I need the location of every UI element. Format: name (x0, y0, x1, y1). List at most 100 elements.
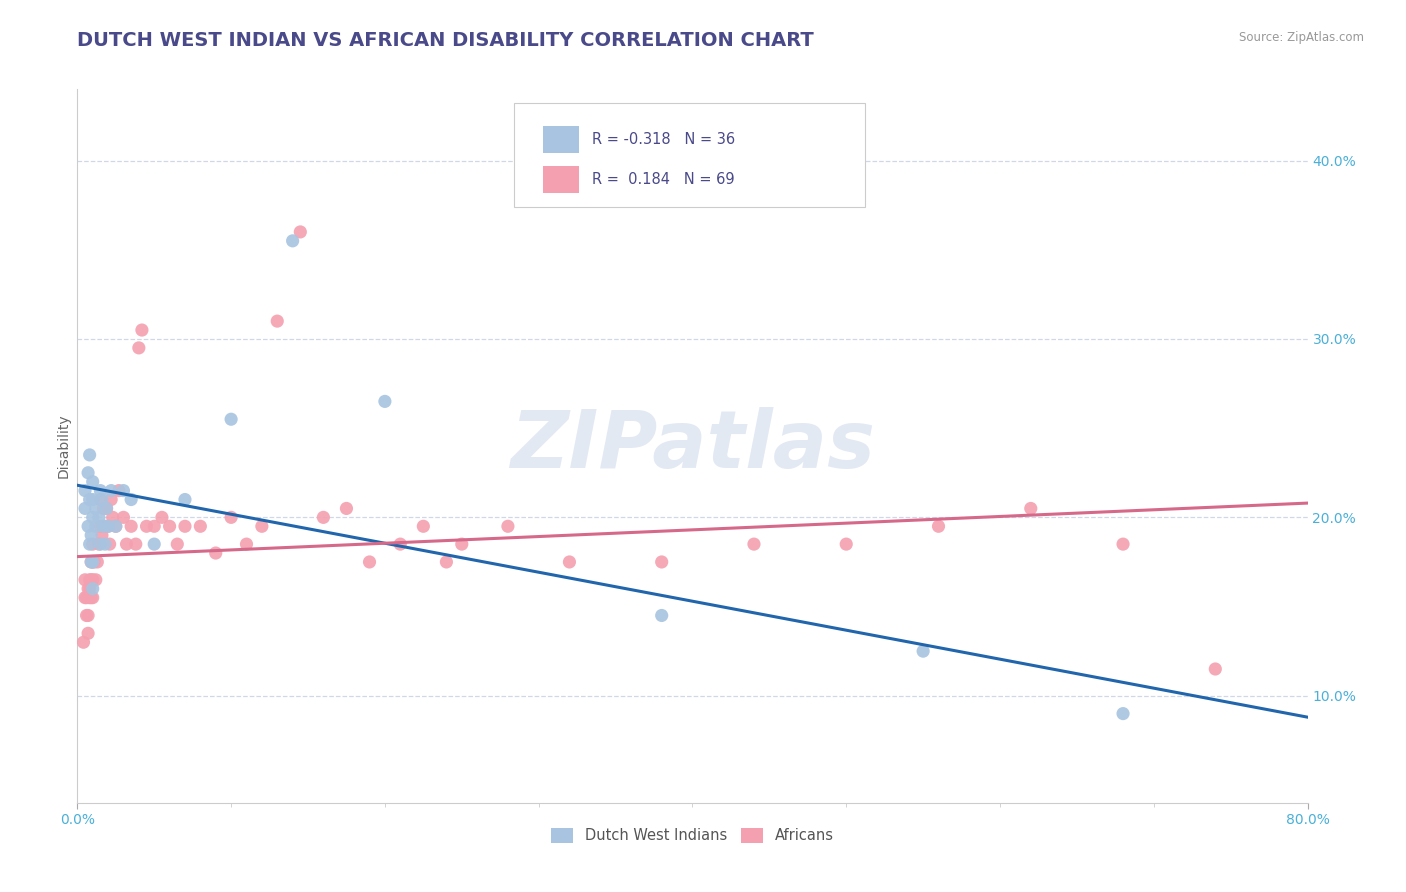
Point (928, 519, 950, 533)
Point (150, 510, 173, 524)
Point (115, 537, 138, 551)
Point (266, 314, 288, 328)
Point (73, 501, 96, 516)
Point (112, 510, 135, 524)
Point (94, 519, 117, 533)
Point (80, 591, 103, 605)
Point (128, 341, 150, 355)
Point (219, 412, 242, 426)
FancyBboxPatch shape (515, 103, 865, 207)
Point (77, 582, 100, 596)
Point (82, 573, 104, 587)
Point (82, 492, 104, 507)
Point (77, 519, 100, 533)
Point (290, 225, 312, 239)
Y-axis label: Disability: Disability (56, 414, 70, 478)
Point (89, 537, 111, 551)
Point (651, 608, 673, 623)
Text: R =  0.184   N = 69: R = 0.184 N = 69 (592, 171, 734, 186)
Point (87, 510, 110, 524)
Point (96, 501, 118, 516)
Point (389, 537, 412, 551)
Point (79, 591, 101, 605)
Point (100, 483, 122, 498)
Point (174, 492, 197, 507)
Point (82, 591, 104, 605)
Point (912, 644, 935, 658)
Point (135, 519, 157, 533)
Point (90, 528, 114, 542)
Text: Source: ZipAtlas.com: Source: ZipAtlas.com (1239, 31, 1364, 45)
Point (84, 573, 107, 587)
Point (131, 323, 153, 337)
Text: R = -0.318   N = 36: R = -0.318 N = 36 (592, 131, 735, 146)
Point (77, 626, 100, 640)
Point (73, 573, 96, 587)
Point (359, 555, 381, 569)
Point (90, 492, 114, 507)
Point (108, 483, 131, 498)
Point (558, 555, 581, 569)
Point (76, 591, 98, 605)
Point (100, 492, 122, 507)
Point (436, 555, 458, 569)
Point (79, 573, 101, 587)
Point (77, 466, 100, 480)
Point (89, 519, 111, 533)
Point (76, 608, 98, 623)
Point (496, 519, 519, 533)
Text: DUTCH WEST INDIAN VS AFRICAN DISABILITY CORRELATION CHART: DUTCH WEST INDIAN VS AFRICAN DISABILITY … (77, 31, 814, 50)
Point (143, 537, 166, 551)
Point (79, 537, 101, 551)
Point (84, 519, 107, 533)
Point (80, 555, 103, 569)
Point (82, 582, 104, 596)
Point (77, 608, 100, 623)
Point (835, 537, 858, 551)
Point (79, 448, 101, 462)
FancyBboxPatch shape (543, 166, 578, 193)
Point (1112, 706, 1135, 721)
Point (80, 528, 103, 542)
Point (73, 591, 96, 605)
Point (84, 501, 107, 516)
Point (651, 555, 673, 569)
Point (94, 537, 117, 551)
Point (73, 483, 96, 498)
Point (101, 510, 124, 524)
Point (112, 483, 135, 498)
Point (104, 519, 127, 533)
Point (235, 537, 257, 551)
Point (250, 519, 273, 533)
Point (82, 555, 104, 569)
Point (335, 501, 357, 516)
Point (374, 394, 396, 409)
Point (79, 492, 101, 507)
Point (120, 492, 142, 507)
Point (93, 519, 115, 533)
Point (450, 537, 472, 551)
Point (82, 555, 104, 569)
Point (72, 635, 94, 649)
Point (96, 501, 118, 516)
Point (204, 546, 226, 560)
Point (1019, 501, 1042, 516)
Point (86, 555, 108, 569)
Point (80, 573, 103, 587)
Point (125, 537, 148, 551)
Point (143, 519, 166, 533)
Point (83, 555, 105, 569)
Point (89, 492, 111, 507)
Point (89, 483, 111, 498)
Point (82, 537, 104, 551)
Point (97, 519, 120, 533)
Point (188, 519, 212, 533)
Point (93, 501, 115, 516)
Point (412, 519, 434, 533)
Point (80, 555, 103, 569)
Text: ZIPatlas: ZIPatlas (510, 407, 875, 485)
Point (1112, 537, 1135, 551)
Point (120, 519, 142, 533)
Point (159, 519, 181, 533)
Point (742, 537, 765, 551)
